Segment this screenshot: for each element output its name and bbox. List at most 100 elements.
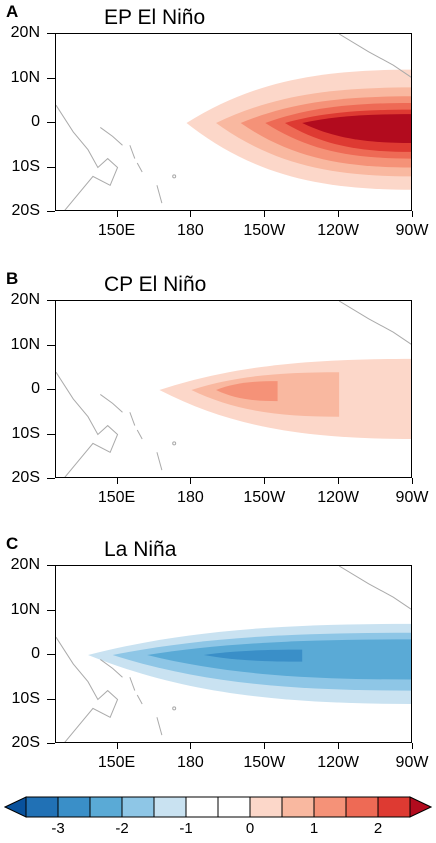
coastline bbox=[56, 34, 411, 210]
anomaly-contour bbox=[216, 381, 278, 402]
colorbar-label: 1 bbox=[309, 820, 319, 837]
colorbar-swatch bbox=[345, 796, 379, 818]
lon-tick bbox=[264, 478, 266, 484]
lat-label: 20S bbox=[11, 734, 40, 751]
lat-label: 20S bbox=[11, 202, 40, 219]
lon-tick bbox=[116, 478, 118, 484]
lat-label: 10S bbox=[11, 157, 40, 175]
lon-label: 150W bbox=[243, 754, 286, 771]
lon-label: 120W bbox=[317, 754, 360, 771]
lat-tick bbox=[47, 77, 55, 79]
lat-tick bbox=[47, 344, 55, 346]
lon-tick bbox=[116, 743, 118, 749]
lat-label: 20N bbox=[10, 291, 40, 308]
lon-tick bbox=[338, 478, 340, 484]
colorbar-bar bbox=[3, 796, 433, 818]
lon-label: 150E bbox=[97, 222, 136, 239]
lat-tick bbox=[47, 122, 55, 123]
panel-letter: C bbox=[6, 534, 19, 553]
lat-label: 20N bbox=[10, 556, 40, 573]
colorbar-swatch bbox=[249, 796, 283, 818]
lon-label: 120W bbox=[317, 222, 360, 239]
lon-tick bbox=[190, 211, 192, 217]
lat-tick bbox=[47, 609, 55, 611]
lon-tick bbox=[338, 743, 340, 749]
lat-label: 0 bbox=[31, 645, 40, 662]
panel-title: EP El Niño bbox=[104, 6, 206, 29]
colorbar-swatch bbox=[121, 796, 155, 818]
colorbar-swatch bbox=[57, 796, 91, 818]
lon-tick bbox=[190, 478, 192, 484]
lon-label: 150E bbox=[97, 754, 136, 771]
coastline bbox=[56, 566, 411, 742]
lon-tick bbox=[190, 743, 192, 749]
panel-title: La Niña bbox=[104, 538, 177, 561]
colorbar-label: 2 bbox=[373, 820, 383, 837]
colorbar-label: 0 bbox=[245, 820, 255, 837]
lat-tick bbox=[47, 389, 55, 390]
lat-tick bbox=[47, 33, 55, 34]
lat-label: 20N bbox=[10, 24, 40, 41]
lat-label: 10N bbox=[10, 335, 40, 353]
lat-tick bbox=[47, 478, 55, 479]
anomaly-contour bbox=[203, 649, 303, 662]
lon-tick bbox=[264, 743, 266, 749]
colorbar-label: -1 bbox=[179, 820, 193, 837]
lat-tick bbox=[47, 433, 55, 435]
map-area bbox=[55, 565, 412, 743]
colorbar-label: -2 bbox=[115, 820, 129, 837]
lat-label: 10N bbox=[10, 68, 40, 86]
colorbar-swatch bbox=[89, 796, 123, 818]
lon-label: 90W bbox=[395, 222, 429, 239]
lon-label: 150W bbox=[243, 222, 286, 239]
lon-label: 180 bbox=[177, 754, 204, 771]
lon-label: 150W bbox=[243, 489, 286, 506]
lon-label: 150E bbox=[97, 489, 136, 506]
colorbar-swatch bbox=[409, 796, 433, 818]
colorbar-swatch bbox=[3, 796, 27, 818]
lat-tick bbox=[47, 166, 55, 168]
lon-tick bbox=[264, 211, 266, 217]
lon-label: 90W bbox=[395, 754, 429, 771]
map-panel-a: A EP El Niño 20N 10N 0 10S 20S 150E 180 150W 120W 9… bbox=[0, 2, 436, 265]
lon-tick bbox=[338, 211, 340, 217]
coastline bbox=[56, 301, 411, 477]
lat-label: 0 bbox=[31, 113, 40, 130]
colorbar: -3-2-10123 bbox=[3, 796, 433, 840]
lon-label: 120W bbox=[317, 489, 360, 506]
anomaly-contour bbox=[302, 114, 411, 144]
colorbar-swatch bbox=[185, 796, 219, 818]
lon-tick bbox=[412, 478, 413, 484]
lat-label: 10S bbox=[11, 689, 40, 707]
lon-tick bbox=[412, 211, 413, 217]
lon-tick bbox=[116, 211, 118, 217]
colorbar-swatch bbox=[25, 796, 59, 818]
map-area bbox=[55, 33, 412, 211]
lon-label: 180 bbox=[177, 489, 204, 506]
lat-tick bbox=[47, 654, 55, 655]
lat-tick bbox=[47, 698, 55, 700]
map-panel-b: B CP El Niño 20N 10N 0 10S 20S 150E 180 150W 120W 9… bbox=[0, 269, 436, 532]
lon-tick bbox=[412, 743, 413, 749]
lat-tick bbox=[47, 565, 55, 566]
lat-tick bbox=[47, 211, 55, 212]
colorbar-swatch bbox=[313, 796, 347, 818]
lon-label: 90W bbox=[395, 489, 429, 506]
lat-tick bbox=[47, 300, 55, 301]
colorbar-swatch bbox=[217, 796, 251, 818]
lon-label: 180 bbox=[177, 222, 204, 239]
colorbar-label: -3 bbox=[51, 820, 65, 837]
lat-label: 10N bbox=[10, 600, 40, 618]
lat-tick bbox=[47, 743, 55, 744]
colorbar-swatch bbox=[153, 796, 187, 818]
map-panel-c: C La Niña 20N 10N 0 10S 20S 150E 180 150W 120W 90W bbox=[0, 534, 436, 797]
colorbar-swatch bbox=[281, 796, 315, 818]
colorbar-swatch bbox=[377, 796, 411, 818]
panel-letter: B bbox=[6, 269, 19, 288]
lat-label: 10S bbox=[11, 424, 40, 442]
panel-letter: A bbox=[6, 2, 19, 21]
lat-label: 20S bbox=[11, 469, 40, 486]
map-area bbox=[55, 300, 412, 478]
lat-label: 0 bbox=[31, 380, 40, 397]
panel-title: CP El Niño bbox=[104, 273, 207, 296]
